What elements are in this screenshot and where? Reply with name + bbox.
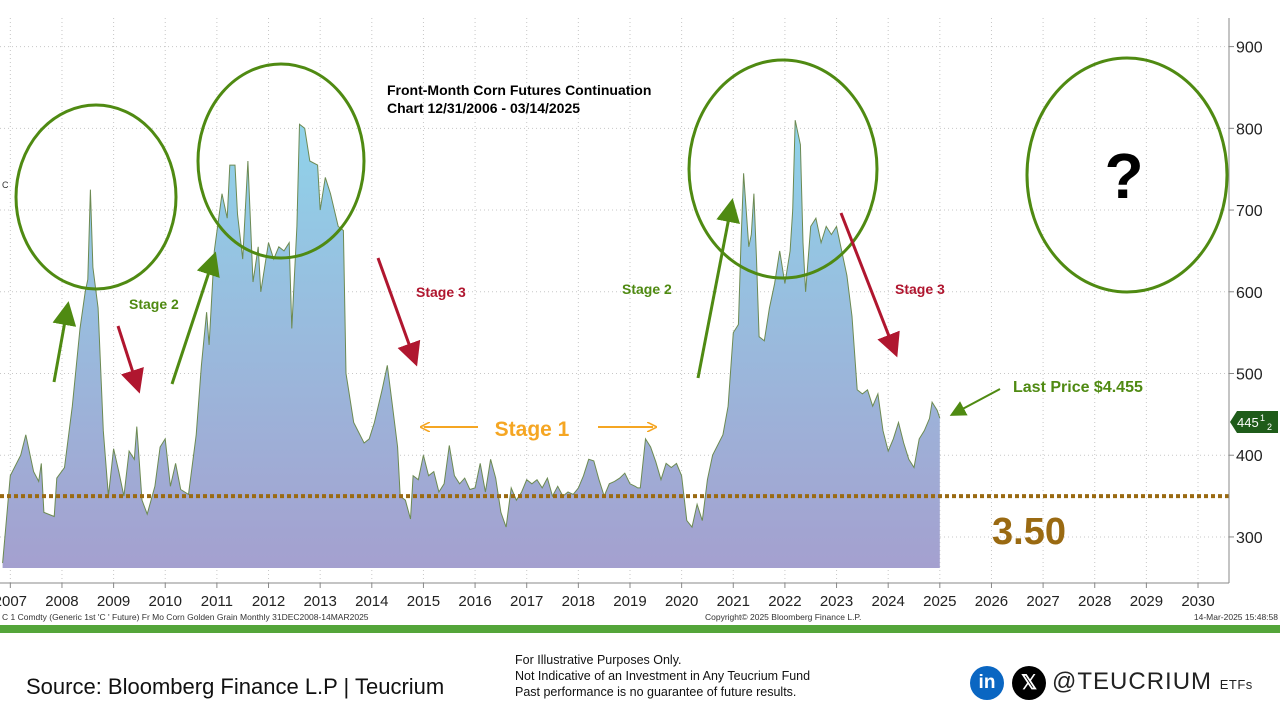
x-tick-label-2023: 2023 xyxy=(820,593,853,610)
x-tick-label-2013: 2013 xyxy=(303,593,336,610)
stage3-arrow-2023 xyxy=(839,212,900,358)
handle-suffix: ETFs xyxy=(1219,677,1253,692)
y-tick-label-300: 300 xyxy=(1236,530,1263,547)
stage2-arrow-2008 xyxy=(52,301,77,383)
last-price-tag: 445 1 2 xyxy=(1230,411,1278,433)
future-circle xyxy=(1025,56,1229,294)
x-tick-label-2015: 2015 xyxy=(407,593,440,610)
y-tick-label-500: 500 xyxy=(1236,366,1263,383)
y-tick-label-700: 700 xyxy=(1236,203,1263,220)
price-line xyxy=(2,120,941,564)
stage2-arrow-2010 xyxy=(170,251,220,385)
x-tick-label-2019: 2019 xyxy=(613,593,646,610)
disclaimer-line-3: Past performance is no guarantee of futu… xyxy=(515,685,797,699)
last-price-tag-shape xyxy=(1230,411,1278,433)
x-tick-label-2030: 2030 xyxy=(1181,593,1214,610)
handle-text: @TEUCRIUM xyxy=(1052,668,1213,695)
x-tick-label-2007: 2007 xyxy=(0,593,27,610)
reference-line-label: 3.50 xyxy=(992,511,1066,553)
x-tick-label-2012: 2012 xyxy=(252,593,285,610)
x-tick-label-2008: 2008 xyxy=(45,593,78,610)
x-tick-label-2014: 2014 xyxy=(355,593,388,610)
y-tick-label-400: 400 xyxy=(1236,448,1263,465)
x-tick-label-2011: 2011 xyxy=(201,593,233,610)
x-tick-label-2021: 2021 xyxy=(717,593,750,610)
last-price-tag-den: 2 xyxy=(1267,422,1272,432)
x-tick-label-2025: 2025 xyxy=(923,593,956,610)
price-area xyxy=(2,120,940,568)
bottom-center-note: Copyright© 2025 Bloomberg Finance L.P. xyxy=(705,612,861,622)
stage3-arrow-2008 xyxy=(116,325,144,394)
x-tick-label-2029: 2029 xyxy=(1130,593,1163,610)
x-tick-label-2020: 2020 xyxy=(665,593,698,610)
disclaimer-line-2: Not Indicative of an Investment in Any T… xyxy=(515,669,811,683)
x-tick-label-2024: 2024 xyxy=(871,593,904,610)
last-price-arrow xyxy=(949,388,1001,416)
teucrium-handle[interactable]: @TEUCRIUM ETFs xyxy=(1052,668,1253,696)
x-tick-label-2022: 2022 xyxy=(768,593,801,610)
last-price-label: Last Price $4.455 xyxy=(1013,379,1143,396)
last-price-tag-frac: 1 xyxy=(1260,413,1265,423)
footer xyxy=(0,634,1280,720)
y-tick-label-800: 800 xyxy=(1236,121,1263,138)
x-tick-label-2016: 2016 xyxy=(458,593,491,610)
disclaimer-line-1: For Illustrative Purposes Only. xyxy=(515,653,682,667)
peak-circle-2022 xyxy=(687,58,879,280)
stage1-label: Stage 1 xyxy=(495,418,570,441)
chart-title-line2: Chart 12/31/2006 - 03/14/2025 xyxy=(387,100,580,116)
linkedin-icon[interactable]: in xyxy=(970,666,1004,700)
x-tick-label-2027: 2027 xyxy=(1026,593,1059,610)
chart-title-line1: Front-Month Corn Futures Continuation xyxy=(387,82,651,98)
bottom-left-note: C 1 Comdty (Generic 1st 'C ' Future) Fr … xyxy=(2,612,369,622)
top-left-mark: C xyxy=(2,180,9,190)
x-tick-label-2026: 2026 xyxy=(975,593,1008,610)
x-axis-ticks: 2007 2008 2009 2010 2011 2012 2013 2014 2015 2016… xyxy=(0,583,1215,610)
x-tick-label-2009: 2009 xyxy=(97,593,130,610)
y-tick-label-900: 900 xyxy=(1236,40,1263,57)
source-text: Source: Bloomberg Finance L.P | Teucrium xyxy=(26,674,445,699)
question-mark: ? xyxy=(1104,140,1143,212)
last-price-tag-value: 445 xyxy=(1237,415,1259,430)
stage3-label-left: Stage 3 xyxy=(416,284,466,300)
x-tick-label-2028: 2028 xyxy=(1078,593,1111,610)
stage3-arrow-2013 xyxy=(376,257,421,367)
x-tick-label-2010: 2010 xyxy=(149,593,182,610)
peak-circle-2008 xyxy=(14,103,178,291)
bottom-right-note: 14-Mar-2025 15:48:58 xyxy=(1194,612,1278,622)
stage2-label-right: Stage 2 xyxy=(622,281,672,297)
stage3-label-right: Stage 3 xyxy=(895,281,945,297)
x-icon[interactable]: 𝕏 xyxy=(1012,666,1046,700)
x-tick-label-2018: 2018 xyxy=(562,593,595,610)
peak-circle-2012 xyxy=(196,62,366,260)
y-tick-label-600: 600 xyxy=(1236,285,1263,302)
stage2-label-left: Stage 2 xyxy=(129,296,179,312)
green-separator-bar xyxy=(0,625,1280,633)
y-axis-ticks: 300 400 500 600 700 800 900 xyxy=(1229,40,1263,547)
x-tick-label-2017: 2017 xyxy=(510,593,543,610)
disclaimer: For Illustrative Purposes Only. Not Indi… xyxy=(515,652,810,700)
stage2-arrow-2021 xyxy=(696,198,740,379)
